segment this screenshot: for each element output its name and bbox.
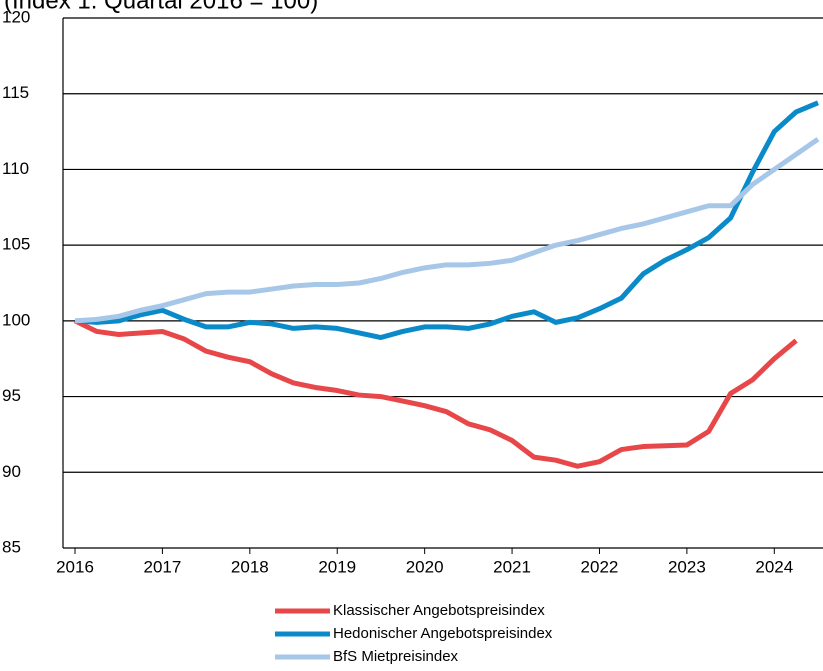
legend-label: Hedonischer Angebotspreisindex bbox=[333, 625, 553, 642]
series-line bbox=[74, 100, 819, 341]
y-tick-label: 120 bbox=[2, 7, 30, 26]
x-tick-label: 2023 bbox=[668, 557, 706, 576]
legend-label: BfS Mietpreisindex bbox=[333, 648, 459, 665]
chart-subtitle: (Index 1. Quartal 2016 = 100) bbox=[4, 0, 318, 14]
y-tick-label: 100 bbox=[2, 310, 30, 329]
x-tick-label: 2018 bbox=[231, 557, 269, 576]
x-tick-label: 2016 bbox=[56, 557, 94, 576]
y-tick-label: 85 bbox=[2, 537, 21, 556]
series-line bbox=[74, 137, 820, 324]
x-tick-label: 2024 bbox=[755, 557, 793, 576]
series-line bbox=[73, 318, 798, 469]
x-tick-label: 2022 bbox=[581, 557, 619, 576]
legend-label: Klassischer Angebotspreisindex bbox=[333, 602, 545, 619]
y-tick-label: 115 bbox=[2, 83, 29, 102]
y-tick-label: 110 bbox=[2, 159, 29, 178]
x-tick-label: 2021 bbox=[493, 557, 531, 576]
x-tick-label: 2019 bbox=[318, 557, 356, 576]
x-tick-label: 2020 bbox=[406, 557, 444, 576]
x-tick-label: 2017 bbox=[143, 557, 181, 576]
y-tick-label: 95 bbox=[2, 386, 21, 405]
y-tick-label: 90 bbox=[2, 462, 21, 481]
y-tick-label: 105 bbox=[2, 235, 30, 254]
